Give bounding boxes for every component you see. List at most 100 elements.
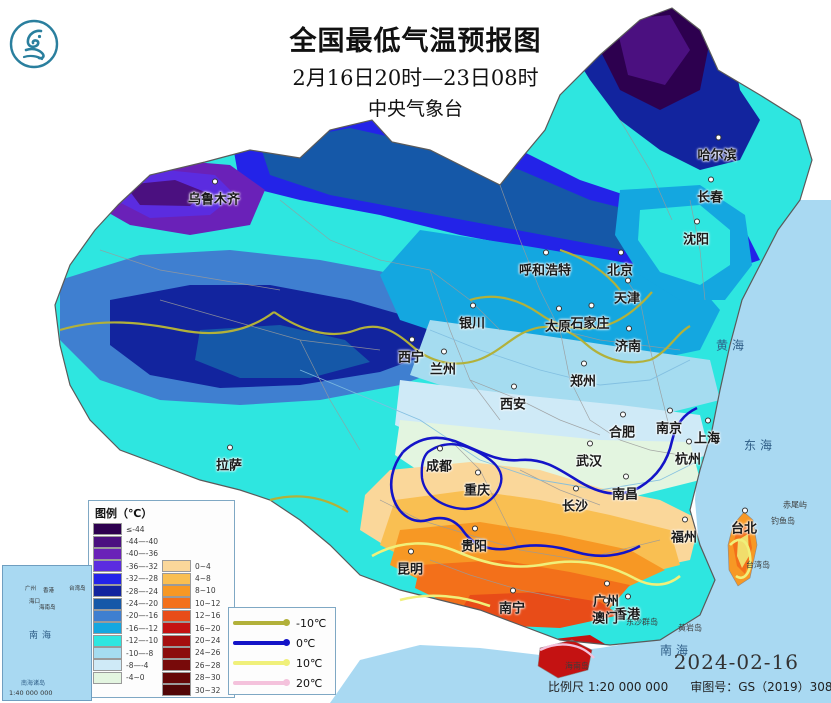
legend-swatch (93, 547, 122, 560)
legend-row-cold-7: -20—-16 (93, 609, 158, 622)
city-label: 济南 (615, 325, 641, 355)
legend-range-label: -40—-36 (126, 549, 158, 559)
legend-swatch (93, 634, 122, 647)
city-marker-icon (510, 383, 517, 390)
city-marker-icon (741, 507, 748, 514)
legend-row-cold-0: ≤-44 (93, 523, 158, 536)
legend-swatch (162, 584, 191, 597)
city-label: 台北 (731, 507, 757, 537)
city-marker-icon (542, 249, 549, 256)
city-marker-icon (474, 469, 481, 476)
inset-scale-label: 1:40 000 000 (9, 689, 53, 697)
city-label: 昆明 (397, 548, 423, 578)
isotherm-row-3: 20℃ (233, 673, 331, 693)
island-label: 台湾岛 (746, 560, 770, 570)
legend-range-label: 24~26 (195, 648, 221, 658)
legend-range-label: 28~30 (195, 673, 221, 683)
inset-sea-label: 南海 (29, 631, 56, 641)
legend-row-warm-10: 30~32 (162, 684, 221, 697)
island-label: 钓鱼岛 (771, 516, 795, 526)
legend-row-cold-11: -8—-4 (93, 659, 158, 672)
city-label: 澳门 (592, 597, 618, 627)
isotherm-label: 20℃ (296, 676, 323, 690)
legend-swatch (162, 609, 191, 622)
city-marker-icon (619, 411, 626, 418)
city-marker-icon (617, 249, 624, 256)
cma-dragon-logo (8, 18, 60, 70)
city-label: 香港 (614, 593, 640, 623)
legend-swatch (93, 622, 122, 635)
city-label: 郑州 (570, 360, 596, 390)
isotherm-label: 0℃ (296, 636, 316, 650)
legend-column-cold: ≤-44 -44—-40 -40—-36 -36—-32 -32—-28 -28—-24 -… (93, 523, 158, 696)
inset-place-label: 海口 (29, 599, 41, 605)
legend-swatch (93, 560, 122, 573)
legend-range-label: -44—-40 (126, 537, 158, 547)
city-label: 杭州 (675, 438, 701, 468)
isotherm-line-swatch (233, 679, 290, 686)
legend-swatch (162, 684, 191, 697)
temperature-legend: 图例（℃） ≤-44 -44—-40 -40—-36 -36—-32 -32—-28 -2… (88, 500, 235, 698)
city-label: 南宁 (499, 587, 525, 617)
legend-range-label: 0~4 (195, 561, 211, 571)
sea-label: 黄海 (715, 338, 749, 353)
map-footer: 比例尺 1:20 000 000 审图号：GS（2019）3082号 (548, 678, 831, 695)
legend-range-label: 16~20 (195, 623, 221, 633)
legend-range-label: -28—-24 (126, 586, 158, 596)
legend-row-cold-8: -16—-12 (93, 622, 158, 635)
city-marker-icon (580, 360, 587, 367)
city-marker-icon (707, 176, 714, 183)
legend-row-warm-2: 8~10 (162, 584, 220, 597)
city-marker-icon (572, 485, 579, 492)
date-stamp: 2024-02-16 (673, 650, 799, 674)
isotherm-row-1: 0℃ (233, 633, 331, 653)
legend-range-label: -8—-4 (126, 660, 149, 670)
city-marker-icon (586, 440, 593, 447)
isotherm-line-swatch (233, 659, 290, 666)
isotherm-row-2: 10℃ (233, 653, 331, 673)
legend-range-label: 12~16 (195, 611, 221, 621)
legend-range-label: 20~24 (195, 636, 221, 646)
island-label: 赤尾屿 (783, 500, 807, 510)
legend-range-label: 10~12 (195, 598, 221, 608)
isotherm-legend: -10℃ 0℃ 10℃ 20℃ (228, 607, 336, 695)
city-label: 石家庄 (570, 302, 610, 332)
city-marker-icon (603, 580, 610, 587)
legend-swatch (93, 597, 122, 610)
city-label: 长沙 (562, 485, 588, 515)
city-marker-icon (440, 348, 447, 355)
map-scale-label: 比例尺 1:20 000 000 (548, 680, 669, 694)
city-label: 重庆 (464, 469, 490, 499)
legend-row-cold-12: -4~0 (93, 671, 158, 684)
legend-row-cold-4: -32—-28 (93, 572, 158, 585)
legend-row-cold-2: -40—-36 (93, 547, 158, 560)
legend-swatch (93, 585, 122, 598)
legend-range-label: 26~28 (195, 660, 221, 670)
island-label: 海南岛 (565, 661, 589, 671)
legend-range-label: -16—-12 (126, 623, 158, 633)
legend-swatch (162, 671, 191, 684)
legend-row-cold-9: -12—-10 (93, 634, 158, 647)
legend-range-label: 30~32 (195, 685, 221, 695)
legend-swatch (93, 572, 122, 585)
inset-place-label: 台湾岛 (69, 586, 86, 592)
inset-place-label: 海南岛 (39, 605, 56, 611)
legend-row-warm-4: 12~16 (162, 609, 221, 622)
city-marker-icon (714, 134, 721, 141)
isotherm-row-0: -10℃ (233, 613, 331, 633)
legend-range-label: -36—-32 (126, 561, 158, 571)
city-label: 北京 (607, 249, 633, 279)
legend-row-warm-6: 20~24 (162, 634, 221, 647)
city-label: 沈阳 (683, 218, 709, 248)
legend-swatch (162, 634, 191, 647)
city-marker-icon (471, 525, 478, 532)
city-label: 哈尔滨 (697, 134, 737, 164)
legend-swatch (93, 535, 122, 548)
island-label: 东沙群岛 (626, 617, 658, 627)
legend-range-label: ≤-44 (126, 524, 145, 534)
city-marker-icon (624, 277, 631, 284)
city-marker-icon (681, 516, 688, 523)
legend-row-warm-0: 0~4 (162, 560, 220, 573)
city-label: 福州 (671, 516, 697, 546)
